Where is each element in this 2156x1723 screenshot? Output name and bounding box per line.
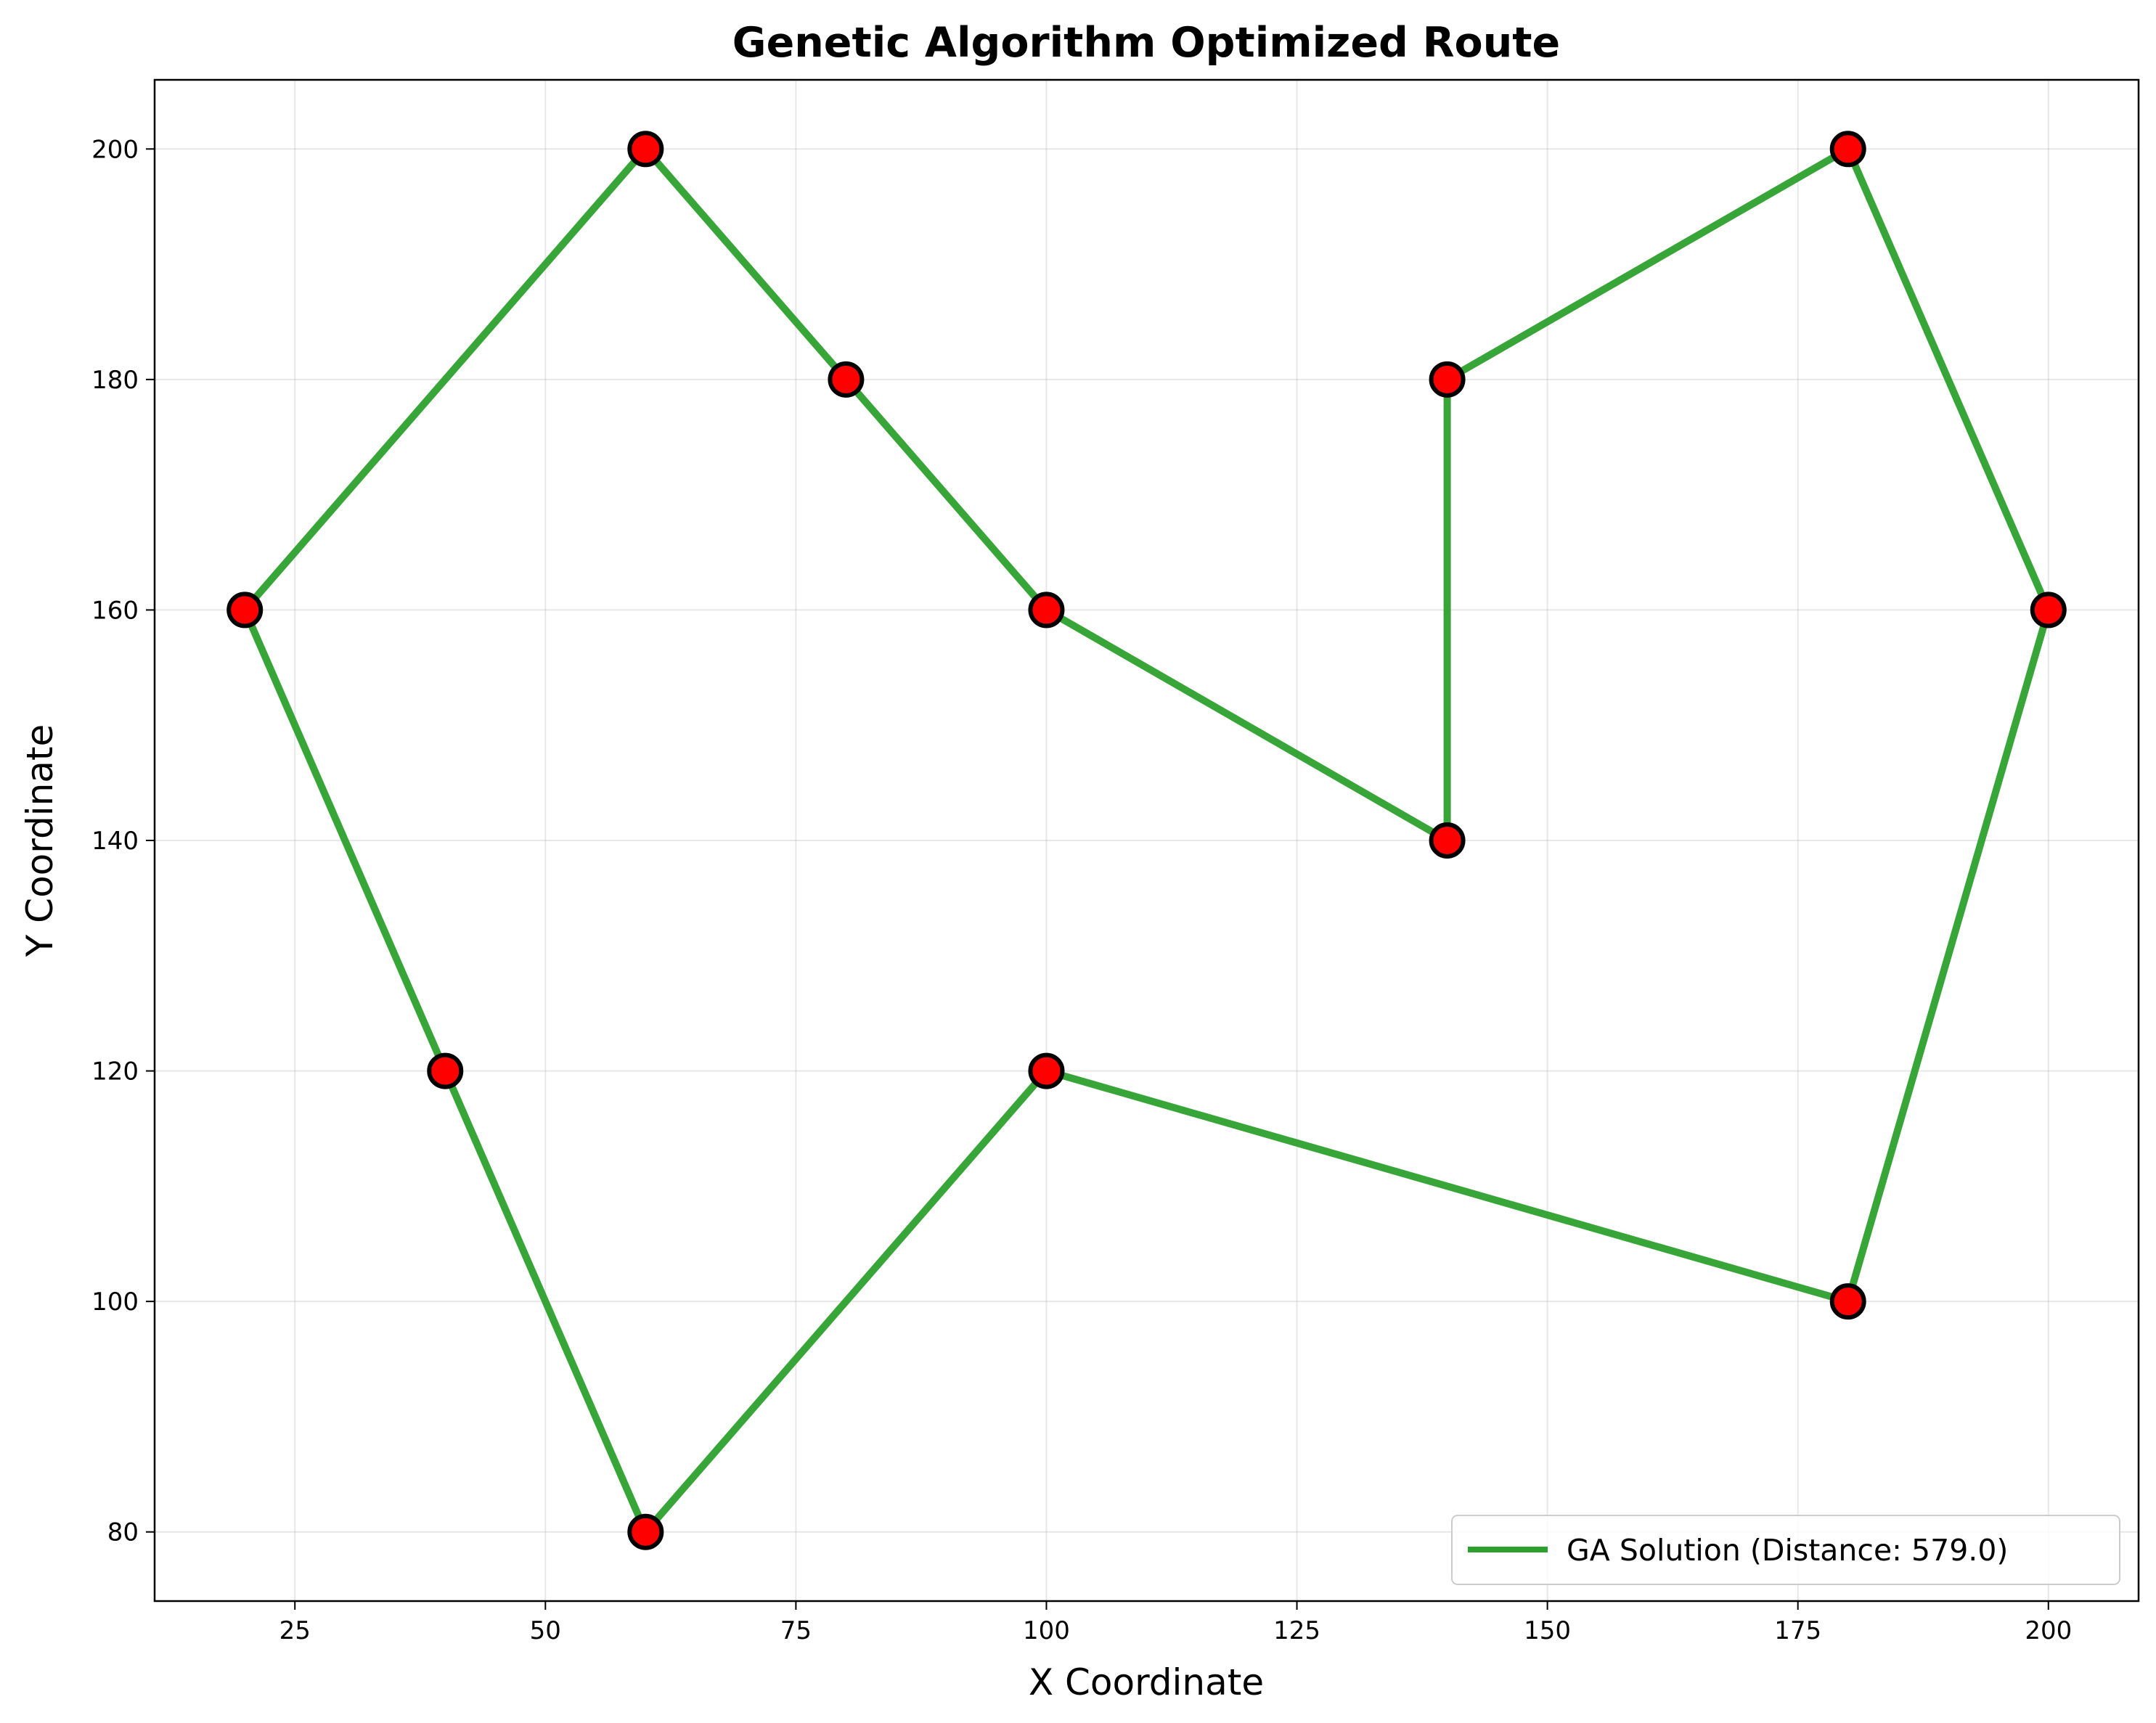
y-tick-label: 80 bbox=[107, 1518, 139, 1547]
y-tick-label: 140 bbox=[91, 827, 139, 856]
city-point bbox=[828, 361, 865, 398]
x-tick-label: 75 bbox=[780, 1616, 812, 1645]
x-tick-label: 175 bbox=[1774, 1616, 1821, 1645]
x-axis-label: X Coordinate bbox=[1029, 1661, 1264, 1703]
x-tick-label: 125 bbox=[1273, 1616, 1320, 1645]
city-point bbox=[427, 1052, 464, 1089]
y-tick-label: 180 bbox=[91, 366, 139, 395]
x-tick-label: 25 bbox=[279, 1616, 311, 1645]
x-axis-ticks: 25 50 75 100 125 150 175 200 bbox=[279, 1601, 2072, 1645]
x-tick-label: 100 bbox=[1023, 1616, 1070, 1645]
city-point bbox=[1028, 592, 1065, 629]
city-point bbox=[1429, 822, 1466, 859]
x-tick-label: 50 bbox=[530, 1616, 561, 1645]
city-point bbox=[627, 131, 664, 168]
y-tick-label: 120 bbox=[91, 1057, 139, 1086]
legend: GA Solution (Distance: 579.0) bbox=[1451, 1515, 2120, 1585]
city-point bbox=[627, 1513, 664, 1550]
y-axis-ticks: 80 100 120 140 160 180 200 bbox=[91, 135, 155, 1547]
x-tick-label: 150 bbox=[1524, 1616, 1571, 1645]
grid bbox=[155, 80, 2139, 1601]
city-point bbox=[2030, 592, 2067, 629]
city-point bbox=[1429, 361, 1466, 398]
city-point bbox=[1829, 1283, 1866, 1320]
y-tick-label: 100 bbox=[91, 1288, 139, 1317]
y-tick-label: 160 bbox=[91, 596, 139, 625]
legend-box bbox=[1451, 1515, 2120, 1585]
legend-label: GA Solution (Distance: 579.0) bbox=[1567, 1533, 2008, 1568]
city-point bbox=[1028, 1052, 1065, 1089]
city-point bbox=[226, 592, 264, 629]
city-point bbox=[1829, 131, 1866, 168]
marker-layer bbox=[226, 131, 2067, 1550]
y-axis-label: Y Coordinate bbox=[19, 724, 61, 958]
x-tick-label: 200 bbox=[2025, 1616, 2072, 1645]
y-tick-label: 200 bbox=[91, 135, 139, 164]
chart-title: Genetic Algorithm Optimized Route bbox=[732, 19, 1560, 67]
